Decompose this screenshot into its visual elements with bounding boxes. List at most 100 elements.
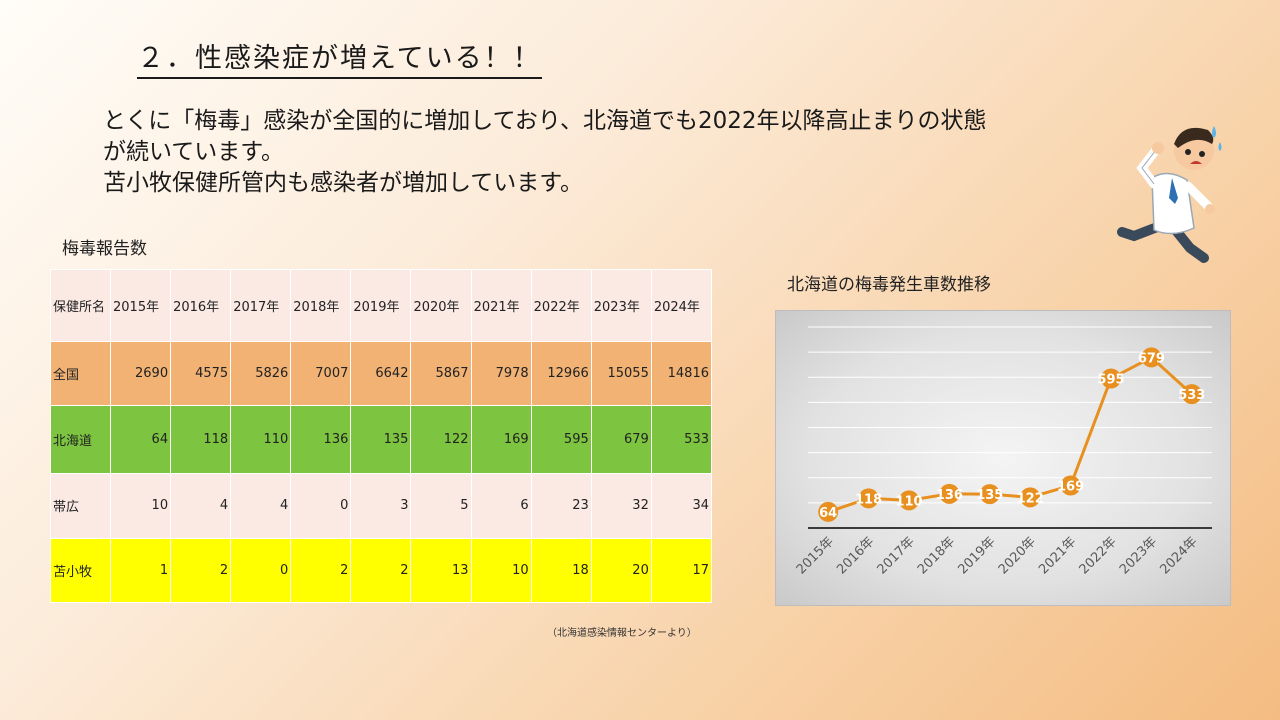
year-header: 2024年	[650, 268, 713, 343]
x-tick-label: 2020年	[996, 534, 1039, 577]
table-cell: 18	[530, 537, 592, 604]
data-point	[1060, 475, 1081, 496]
table-cell: 10	[109, 472, 172, 539]
x-tick-label: 2015年	[794, 534, 837, 577]
table-cell: 5867	[410, 341, 472, 407]
row-name: 北海道	[50, 405, 111, 474]
table-cell: 169	[470, 405, 532, 474]
table-cell: 5	[410, 472, 472, 539]
table-row: 北海道 64 118 110 136 135 122 169 595 679 533	[50, 405, 713, 474]
table-cell: 6642	[350, 341, 412, 407]
data-point	[979, 484, 1000, 505]
table-cell: 679	[590, 405, 652, 474]
year-header: 2017年	[230, 268, 292, 343]
x-tick-label: 2019年	[955, 534, 998, 577]
table-cell: 3	[350, 472, 412, 539]
table-cell: 4	[230, 472, 292, 539]
data-label: 595	[1097, 373, 1124, 388]
year-header: 2018年	[290, 268, 352, 343]
data-point	[1101, 368, 1121, 389]
data-label: 135	[976, 488, 1003, 503]
year-header: 2019年	[350, 268, 412, 343]
table-cell: 64	[109, 405, 172, 474]
x-tick-label: 2018年	[915, 534, 958, 577]
x-tick-label: 2021年	[1036, 534, 1079, 577]
table-row: 帯広 10 4 4 0 3 5 6 23 32 34	[50, 472, 713, 539]
data-label: 169	[1057, 480, 1084, 495]
line-chart-svg: 2015年2016年2017年2018年2019年2020年2021年2022年…	[794, 326, 1212, 577]
table-cell: 135	[350, 405, 412, 474]
running-doctor-icon	[1117, 126, 1222, 263]
table-cell: 6	[470, 472, 532, 539]
table-cell: 10	[470, 537, 532, 604]
table-cell: 7978	[470, 341, 532, 407]
table-cell: 533	[650, 405, 713, 474]
table-cell: 136	[290, 405, 352, 474]
year-header: 2020年	[410, 268, 472, 343]
header-label: 保健所名	[50, 268, 111, 343]
line-chart: 2015年 2016年 2017年 2018年 2019年 2020年 2021年 2022年…	[775, 310, 1231, 606]
slide-title: ２．性感染症が増えている！！	[137, 36, 542, 79]
x-tick-label: 2024年	[1157, 534, 1200, 577]
table-cell: 32	[590, 472, 652, 539]
table-cell: 34	[650, 472, 713, 539]
table-cell: 2	[290, 537, 352, 604]
table-cell: 2	[350, 537, 412, 604]
x-tick-label: 2022年	[1077, 534, 1120, 577]
row-name: 帯広	[50, 472, 111, 539]
data-point	[1020, 487, 1041, 508]
series-line	[827, 355, 1193, 514]
table-cell: 14816	[650, 341, 713, 407]
table-row: 苫小牧 1 2 0 2 2 13 10 18 20 17	[50, 537, 713, 604]
data-point	[1181, 384, 1202, 405]
table-cell: 12966	[530, 341, 592, 407]
table-row: 全国 2690 4575 5826 7007 6642 5867 7978 12966 15055…	[50, 341, 713, 407]
data-label: 136	[936, 488, 963, 503]
year-header: 2023年	[590, 268, 652, 343]
year-header: 2021年	[470, 268, 532, 343]
table-title: 梅毒報告数	[62, 239, 147, 259]
table-cell: 20	[590, 537, 652, 604]
source-note: （北海道感染情報センターより）	[547, 628, 697, 639]
data-point	[1141, 347, 1162, 368]
body-line-3: 苫小牧保健所管内も感染者が増加しています。	[103, 170, 584, 196]
table-cell: 0	[230, 537, 292, 604]
table-cell: 110	[230, 405, 292, 474]
table-cell: 2	[170, 537, 232, 604]
chart-title: 北海道の梅毒発生車数推移	[787, 275, 991, 295]
data-point	[899, 490, 919, 511]
data-label: 679	[1138, 351, 1165, 366]
data-label: 110	[895, 494, 922, 509]
data-point	[818, 501, 839, 522]
table-cell: 122	[410, 405, 472, 474]
x-tick-label: 2023年	[1117, 534, 1160, 577]
table-cell: 17	[650, 537, 713, 604]
data-label: 64	[819, 506, 837, 521]
table-cell: 4	[170, 472, 232, 539]
x-tick-label: 2016年	[834, 534, 877, 577]
row-name: 全国	[50, 341, 111, 407]
table-cell: 13	[410, 537, 472, 604]
table-cell: 0	[290, 472, 352, 539]
body-line-2: が続いています。	[103, 139, 285, 165]
row-name: 苫小牧	[50, 537, 111, 604]
table-cell: 5826	[230, 341, 292, 407]
year-header: 2016年	[170, 268, 232, 343]
table-cell: 7007	[290, 341, 352, 407]
table-cell: 1	[109, 537, 172, 604]
data-point	[858, 488, 879, 509]
year-header: 2015年	[109, 268, 172, 343]
body-line-1: とくに「梅毒」感染が全国的に増加しており、北海道でも2022年以降高止まりの状態	[103, 108, 987, 134]
syphilis-report-table: 保健所名 2015年 2016年 2017年 2018年 2019年 2020年 2021年 2…	[50, 268, 713, 604]
table-cell: 118	[170, 405, 232, 474]
x-tick-label: 2017年	[875, 534, 918, 577]
table-cell: 4575	[170, 341, 232, 407]
table-cell: 595	[530, 405, 592, 474]
table-cell: 15055	[590, 341, 652, 407]
data-point	[939, 483, 960, 504]
table-cell: 23	[530, 472, 592, 539]
data-label: 533	[1178, 388, 1205, 403]
table-header-row: 保健所名 2015年 2016年 2017年 2018年 2019年 2020年 2021年 2…	[50, 268, 713, 343]
data-label: 118	[855, 492, 882, 507]
body-text: とくに「梅毒」感染が全国的に増加しており、北海道でも2022年以降高止まりの状態…	[103, 106, 1143, 199]
